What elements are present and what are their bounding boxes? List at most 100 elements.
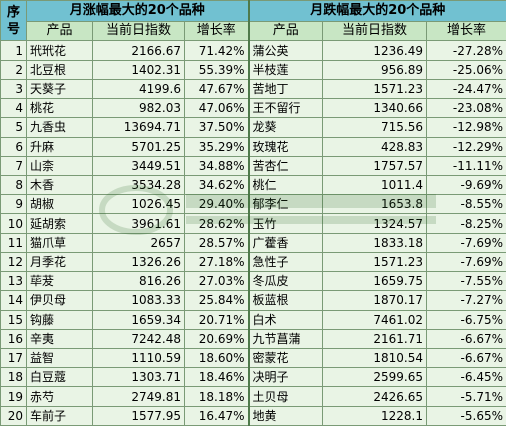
rise-current-index: 3534.28 bbox=[92, 174, 185, 196]
rise-product-name: 山柰 bbox=[26, 155, 93, 177]
row-number: 16 bbox=[0, 328, 27, 349]
table-row: 20 车前子 1577.95 16.47% 地黄 1228.1 -5.65% bbox=[0, 405, 506, 426]
rise-current-index: 1083.33 bbox=[92, 290, 185, 311]
rise-growth-rate: 20.71% bbox=[184, 309, 249, 330]
fall-product-name: 密蒙花 bbox=[247, 347, 323, 369]
row-number: 10 bbox=[0, 213, 27, 234]
rise-product-name: 月季花 bbox=[26, 251, 93, 273]
fall-product-name: 郁李仁 bbox=[247, 194, 323, 215]
fall-product-name: 龙葵 bbox=[247, 117, 323, 138]
fall-growth-rate: -8.55% bbox=[426, 194, 506, 215]
fall-growth-rate: -7.69% bbox=[426, 232, 506, 253]
table-row: 8 木香 3534.28 34.62% 桃仁 1011.4 -9.69% bbox=[0, 174, 506, 196]
fall-current-index: 1757.57 bbox=[322, 155, 427, 177]
fall-col-rate: 增长率 bbox=[426, 21, 506, 42]
fall-current-index: 1870.17 bbox=[322, 290, 427, 311]
rise-current-index: 1326.26 bbox=[92, 251, 185, 273]
table-row: 6 升麻 5701.25 35.29% 玫瑰花 428.83 -12.29% bbox=[0, 136, 506, 157]
title-row: 序号 月涨幅最大的20个品种 月跌幅最大的20个品种 bbox=[0, 0, 506, 42]
fall-product-name: 半枝莲 bbox=[247, 59, 323, 80]
rise-current-index: 7242.48 bbox=[92, 328, 185, 349]
fall-product-name: 土贝母 bbox=[247, 386, 323, 407]
fall-current-index: 7461.02 bbox=[322, 309, 427, 330]
fall-current-index: 2161.71 bbox=[322, 328, 427, 349]
fall-growth-rate: -6.45% bbox=[426, 367, 506, 388]
fall-growth-rate: -25.06% bbox=[426, 59, 506, 80]
row-number: 18 bbox=[0, 367, 27, 388]
rise-product-name: 猫爪草 bbox=[26, 232, 93, 253]
table-row: 16 辛夷 7242.48 20.69% 九节菖蒲 2161.71 -6.67% bbox=[0, 328, 506, 349]
rise-growth-rate: 18.60% bbox=[184, 347, 249, 369]
fall-growth-rate: -27.28% bbox=[426, 40, 506, 61]
rise-product-name: 升麻 bbox=[26, 136, 93, 157]
fall-current-index: 1653.8 bbox=[322, 194, 427, 215]
fall-current-index: 715.56 bbox=[322, 117, 427, 138]
rise-growth-rate: 28.57% bbox=[184, 232, 249, 253]
fall-growth-rate: -7.69% bbox=[426, 251, 506, 273]
rise-growth-rate: 34.88% bbox=[184, 155, 249, 177]
rise-current-index: 1659.34 bbox=[92, 309, 185, 330]
table-row: 7 山柰 3449.51 34.88% 苦杏仁 1757.57 -11.11% bbox=[0, 155, 506, 177]
row-number: 5 bbox=[0, 117, 27, 138]
fall-growth-rate: -5.65% bbox=[426, 405, 506, 426]
rise-growth-rate: 25.84% bbox=[184, 290, 249, 311]
rise-current-index: 2657 bbox=[92, 232, 185, 253]
fall-product-name: 板蓝根 bbox=[247, 290, 323, 311]
fall-current-index: 1571.23 bbox=[322, 251, 427, 273]
fall-growth-rate: -24.47% bbox=[426, 78, 506, 100]
fall-product-name: 冬瓜皮 bbox=[247, 271, 323, 292]
table-row: 11 猫爪草 2657 28.57% 广藿香 1833.18 -7.69% bbox=[0, 232, 506, 253]
table-row: 10 延胡索 3961.61 28.62% 玉竹 1324.57 -8.25% bbox=[0, 213, 506, 234]
fall-current-index: 1228.1 bbox=[322, 405, 427, 426]
fall-product-name: 地黄 bbox=[247, 405, 323, 426]
rise-product-name: 赤芍 bbox=[26, 386, 93, 407]
fall-growth-rate: -6.67% bbox=[426, 347, 506, 369]
rise-growth-rate: 55.39% bbox=[184, 59, 249, 80]
table-row: 12 月季花 1326.26 27.18% 急性子 1571.23 -7.69% bbox=[0, 251, 506, 273]
row-number: 12 bbox=[0, 251, 27, 273]
rise-growth-rate: 27.18% bbox=[184, 251, 249, 273]
rise-title: 月涨幅最大的20个品种 bbox=[26, 0, 249, 23]
row-number: 9 bbox=[0, 194, 27, 215]
table-row: 14 伊贝母 1083.33 25.84% 板蓝根 1870.17 -7.27% bbox=[0, 290, 506, 311]
fall-product-name: 王不留行 bbox=[247, 98, 323, 119]
rise-product-name: 伊贝母 bbox=[26, 290, 93, 311]
rise-current-index: 3449.51 bbox=[92, 155, 185, 177]
rise-growth-rate: 47.67% bbox=[184, 78, 249, 100]
row-number: 4 bbox=[0, 98, 27, 119]
table-row: 18 白豆蔻 1303.71 18.46% 决明子 2599.65 -6.45% bbox=[0, 367, 506, 388]
fall-growth-rate: -9.69% bbox=[426, 174, 506, 196]
rise-growth-rate: 37.50% bbox=[184, 117, 249, 138]
row-number: 13 bbox=[0, 271, 27, 292]
fall-current-index: 2599.65 bbox=[322, 367, 427, 388]
rise-growth-rate: 71.42% bbox=[184, 40, 249, 61]
rise-current-index: 2749.81 bbox=[92, 386, 185, 407]
fall-product-name: 决明子 bbox=[247, 367, 323, 388]
rise-growth-rate: 47.06% bbox=[184, 98, 249, 119]
table-row: 19 赤芍 2749.81 18.18% 土贝母 2426.65 -5.71% bbox=[0, 386, 506, 407]
rise-product-name: 玳玳花 bbox=[26, 40, 93, 61]
rise-product-name: 益智 bbox=[26, 347, 93, 369]
rise-col-index: 当前日指数 bbox=[92, 21, 185, 42]
rise-product-name: 延胡索 bbox=[26, 213, 93, 234]
rise-current-index: 13694.71 bbox=[92, 117, 185, 138]
rise-current-index: 1402.31 bbox=[92, 59, 185, 80]
table-row: 13 荜茇 816.26 27.03% 冬瓜皮 1659.75 -7.55% bbox=[0, 271, 506, 292]
fall-product-name: 苦杏仁 bbox=[247, 155, 323, 177]
rise-current-index: 3961.61 bbox=[92, 213, 185, 234]
table-row: 2 北豆根 1402.31 55.39% 半枝莲 956.89 -25.06% bbox=[0, 59, 506, 80]
fall-growth-rate: -7.55% bbox=[426, 271, 506, 292]
row-number: 14 bbox=[0, 290, 27, 311]
rise-product-name: 钩藤 bbox=[26, 309, 93, 330]
rise-growth-rate: 18.46% bbox=[184, 367, 249, 388]
rise-growth-rate: 29.40% bbox=[184, 194, 249, 215]
rise-growth-rate: 28.62% bbox=[184, 213, 249, 234]
rise-product-name: 胡椒 bbox=[26, 194, 93, 215]
row-number: 3 bbox=[0, 78, 27, 100]
rise-col-product: 产品 bbox=[26, 21, 93, 42]
fall-growth-rate: -23.08% bbox=[426, 98, 506, 119]
row-number: 11 bbox=[0, 232, 27, 253]
fall-product-name: 九节菖蒲 bbox=[247, 328, 323, 349]
fall-current-index: 1810.54 bbox=[322, 347, 427, 369]
